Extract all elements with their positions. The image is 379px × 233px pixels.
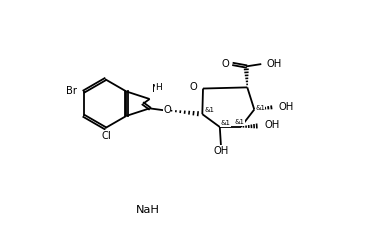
- Text: &1: &1: [221, 120, 230, 127]
- Text: NaH: NaH: [136, 205, 160, 215]
- Text: Br: Br: [66, 86, 77, 96]
- Text: O: O: [163, 105, 171, 115]
- Text: O: O: [221, 59, 229, 69]
- Text: &1: &1: [204, 106, 214, 113]
- Text: N: N: [152, 84, 160, 94]
- Text: Cl: Cl: [102, 131, 111, 140]
- Text: &1: &1: [235, 119, 244, 125]
- Text: OH: OH: [265, 120, 280, 130]
- Text: O: O: [190, 82, 197, 92]
- Text: &1: &1: [255, 105, 265, 111]
- Text: OH: OH: [278, 102, 293, 112]
- Text: OH: OH: [213, 146, 229, 156]
- Text: H: H: [155, 83, 162, 93]
- Text: OH: OH: [266, 59, 282, 69]
